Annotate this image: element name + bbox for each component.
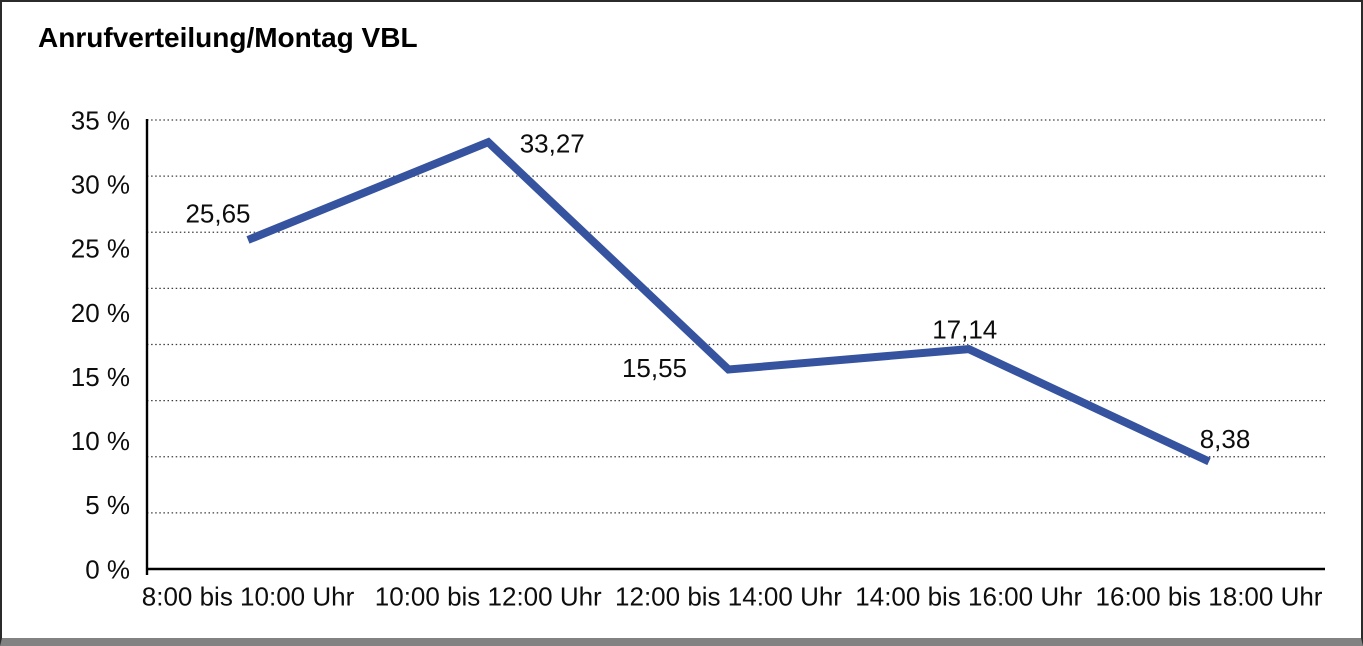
y-axis-tick-label: 35 % [71,105,130,135]
data-point-label: 25,65 [185,198,250,228]
y-axis-tick-label: 15 % [71,362,130,392]
y-axis-tick-label: 25 % [71,234,130,264]
x-axis-tick-label: 14:00 bis 16:00 Uhr [855,581,1082,611]
y-axis-tick-label: 5 % [85,490,130,520]
y-axis-tick-label: 10 % [71,426,130,456]
chart-title: Anrufverteilung/Montag VBL [38,22,418,53]
y-axis-tick-label: 20 % [71,298,130,328]
x-axis-tick-label: 16:00 bis 18:00 Uhr [1096,581,1323,611]
y-axis-tick-label: 0 % [85,554,130,584]
x-axis-tick-label: 10:00 bis 12:00 Uhr [375,581,602,611]
y-axis-tick-label: 30 % [71,170,130,200]
x-axis-tick-label: 8:00 bis 10:00 Uhr [142,581,355,611]
x-axis-tick-label: 12:00 bis 14:00 Uhr [615,581,842,611]
data-point-label: 17,14 [932,314,997,344]
data-point-label: 33,27 [520,129,585,159]
data-point-label: 15,55 [622,353,687,383]
data-line-series [246,137,1211,466]
data-point-label: 8,38 [1200,424,1251,454]
